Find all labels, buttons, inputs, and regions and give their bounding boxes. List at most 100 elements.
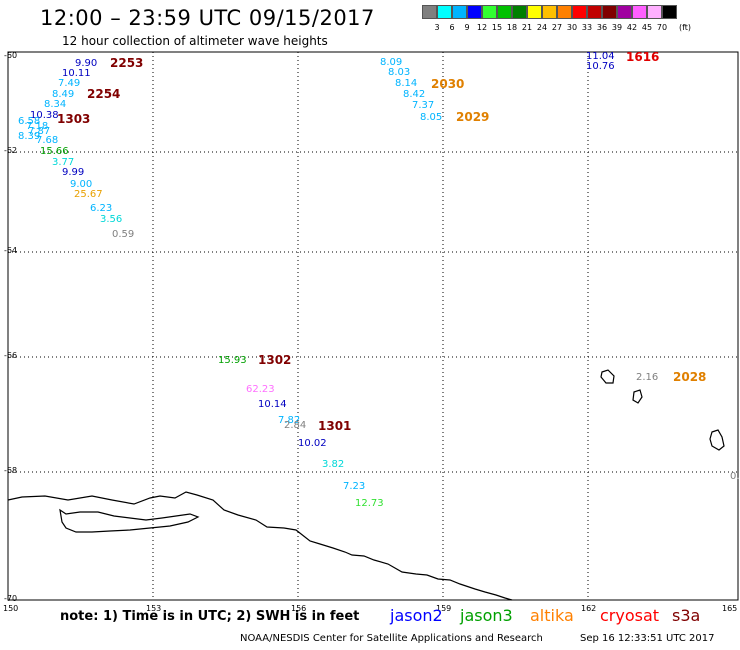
legend-swatch: [482, 5, 497, 19]
legend-label: 18: [506, 23, 518, 32]
wave-height-reading: 6.58: [18, 116, 41, 127]
lon-label-150: 150: [3, 604, 19, 613]
legend-swatch: [617, 5, 632, 19]
mission-altika: altika: [530, 606, 574, 625]
wave-height-reading: 9.90: [75, 58, 98, 69]
legend-swatch: [662, 5, 677, 19]
wave-height-reading: 7.49: [58, 78, 81, 89]
wave-height-reading: 8.09: [380, 57, 403, 68]
lat-label-66: -66: [4, 351, 18, 360]
lon-label-165: 165: [722, 604, 738, 613]
map-grid: [8, 52, 738, 600]
wave-height-reading: 15.93: [218, 355, 247, 366]
legend-label: 36: [596, 23, 608, 32]
pass-time-label: 1616: [626, 50, 660, 64]
legend-swatch: [512, 5, 527, 19]
legend-label: 3: [434, 23, 440, 32]
legend-label: 12: [476, 23, 488, 32]
map-subtitle: 12 hour collection of altimeter wave hei…: [62, 34, 328, 48]
wave-height-reading: 3.77: [52, 157, 75, 168]
legend-swatch: [437, 5, 452, 19]
legend-label: 27: [551, 23, 563, 32]
pass-time-label: 2028: [673, 370, 707, 384]
generated-timestamp: Sep 16 12:33:51 UTC 2017: [580, 633, 715, 644]
wave-height-reading: 7.18: [26, 121, 49, 132]
wave-height-reading: 8.42: [403, 89, 426, 100]
pass-time-label: 1301: [318, 419, 352, 433]
mission-jason2: jason2: [390, 606, 443, 625]
legend-swatch: [467, 5, 482, 19]
legend-label: 45: [641, 23, 653, 32]
wave-height-reading: 10.38: [30, 110, 59, 121]
legend-swatch: [527, 5, 542, 19]
wave-height-reading: 8.49: [52, 89, 75, 100]
wave-height-reading: 2.16: [636, 372, 659, 383]
wave-height-reading: 9.00: [70, 179, 93, 190]
legend-swatch: [557, 5, 572, 19]
pass-time-label: 2253: [110, 56, 144, 70]
legend-label: 42: [626, 23, 638, 32]
wave-height-reading: 8.14: [395, 78, 418, 89]
pass-time-label: 1303: [57, 112, 91, 126]
legend-unit: (ft): [679, 23, 692, 32]
legend-swatch: [587, 5, 602, 19]
wave-height-reading: 0.59: [112, 229, 135, 240]
wave-height-reading: 10.02: [298, 438, 327, 449]
mission-jason3: jason3: [460, 606, 513, 625]
credit-line: NOAA/NESDIS Center for Satellite Applica…: [240, 633, 543, 644]
legend-label: 15: [491, 23, 503, 32]
wave-height-reading: 10.11: [62, 68, 91, 79]
wave-height-reading: 7.37: [412, 100, 435, 111]
wave-height-reading: 62.23: [246, 384, 275, 395]
wave-height-reading: 3.56: [100, 214, 123, 225]
map-title: 12:00 – 23:59 UTC 09/15/2017: [40, 6, 375, 30]
lon-label-153: 153: [146, 604, 162, 613]
pass-time-label: 2030: [431, 77, 465, 91]
mission-cryosat: cryosat: [600, 606, 660, 625]
wave-height-reading: 8.03: [388, 67, 411, 78]
lat-label-60: -60: [4, 51, 18, 60]
lon-label-162: 162: [581, 604, 597, 613]
wave-height-reading: 8.39: [18, 131, 41, 142]
lat-label-68: -68: [4, 466, 18, 475]
pass-time-label: 2254: [87, 87, 121, 101]
wave-height-reading: 25.67: [74, 189, 103, 200]
wave-height-reading: 12.73: [355, 498, 384, 509]
pass-time-label: 1302: [258, 353, 292, 367]
legend-label: 30: [566, 23, 578, 32]
legend-label: 24: [536, 23, 548, 32]
wave-height-reading: 7.82: [278, 415, 301, 426]
legend-swatch: [422, 5, 437, 19]
legend-swatch: [497, 5, 512, 19]
legend-label: 6: [449, 23, 455, 32]
legend-label: 39: [611, 23, 623, 32]
wave-height-reading: 7.87: [28, 126, 51, 137]
wave-height-reading: 8.05: [420, 112, 443, 123]
legend-label: 21: [521, 23, 533, 32]
legend-swatch: [602, 5, 617, 19]
mission-s3a: s3a: [672, 606, 701, 625]
legend-swatch: [572, 5, 587, 19]
wave-height-reading: 9.99: [62, 167, 85, 178]
wave-height-reading: 6.23: [90, 203, 113, 214]
legend-swatch: [632, 5, 647, 19]
legend-label: 33: [581, 23, 593, 32]
wave-height-reading: 7.68: [36, 135, 59, 146]
wave-height-reading: 2.84: [284, 420, 307, 431]
legend-swatch: [542, 5, 557, 19]
lon-label-159: 159: [436, 604, 452, 613]
wave-height-reading: 0.: [730, 471, 740, 482]
legend-label: 9: [464, 23, 470, 32]
coastline: [7, 369, 725, 601]
wave-height-reading: 10.14: [258, 399, 287, 410]
pass-time-label: 2029: [456, 110, 490, 124]
footer-note: note: 1) Time is in UTC; 2) SWH is in fe…: [60, 609, 360, 624]
legend-swatch: [452, 5, 467, 19]
lon-label-156: 156: [291, 604, 307, 613]
wave-height-reading: 7.23: [343, 481, 366, 492]
lat-label-64: -64: [4, 246, 18, 255]
wave-height-reading: 3.82: [322, 459, 345, 470]
lat-label-70: -70: [4, 594, 18, 603]
legend-label: 70: [656, 23, 668, 32]
